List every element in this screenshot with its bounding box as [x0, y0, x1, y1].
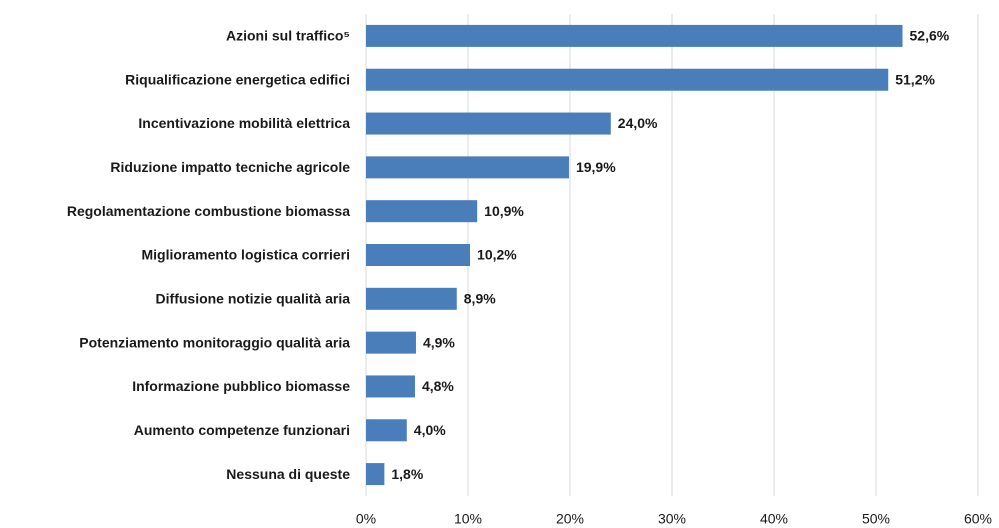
bar: [366, 463, 385, 486]
y-tick-label: Nessuna di queste: [226, 466, 350, 482]
bar: [366, 156, 569, 179]
y-tick-label: Diffusione notizie qualità aria: [156, 291, 351, 307]
bar: [366, 287, 457, 310]
value-label: 8,9%: [464, 291, 496, 307]
y-tick-label: Azioni sul traffico⁵: [226, 28, 350, 44]
y-tick-label: Informazione pubblico biomasse: [132, 378, 350, 394]
bar: [366, 375, 415, 398]
value-label: 1,8%: [391, 466, 423, 482]
bar: [366, 24, 903, 47]
value-label: 10,9%: [484, 203, 524, 219]
value-label: 24,0%: [618, 115, 658, 131]
bar: [366, 331, 416, 354]
x-tick-label: 50%: [862, 511, 890, 527]
y-tick-label: Potenziamento monitoraggio qualità aria: [79, 334, 350, 350]
value-label: 4,8%: [422, 378, 454, 394]
value-label: 19,9%: [576, 159, 616, 175]
x-tick-label: 10%: [454, 511, 482, 527]
bar: [366, 419, 407, 442]
x-tick-label: 60%: [964, 511, 992, 527]
bar: [366, 68, 889, 91]
value-label: 4,0%: [414, 422, 446, 438]
x-tick-label: 40%: [760, 511, 788, 527]
y-tick-label: Regolamentazione combustione biomassa: [67, 203, 350, 219]
y-tick-label: Miglioramento logistica corrieri: [142, 247, 351, 263]
y-tick-label: Incentivazione mobilità elettrica: [138, 115, 350, 131]
value-label: 4,9%: [423, 334, 455, 350]
y-tick-label: Aumento competenze funzionari: [134, 422, 350, 438]
value-label: 52,6%: [910, 28, 950, 44]
x-tick-label: 0%: [356, 511, 376, 527]
value-label: 51,2%: [895, 71, 935, 87]
bar: [366, 112, 611, 135]
x-tick-label: 30%: [658, 511, 686, 527]
y-tick-label: Riduzione impatto tecniche agricole: [110, 159, 350, 175]
y-tick-label: Riqualificazione energetica edifici: [125, 71, 350, 87]
bar: [366, 244, 471, 266]
bar: [366, 200, 478, 223]
value-label: 10,2%: [477, 247, 517, 263]
x-tick-label: 20%: [556, 511, 584, 527]
